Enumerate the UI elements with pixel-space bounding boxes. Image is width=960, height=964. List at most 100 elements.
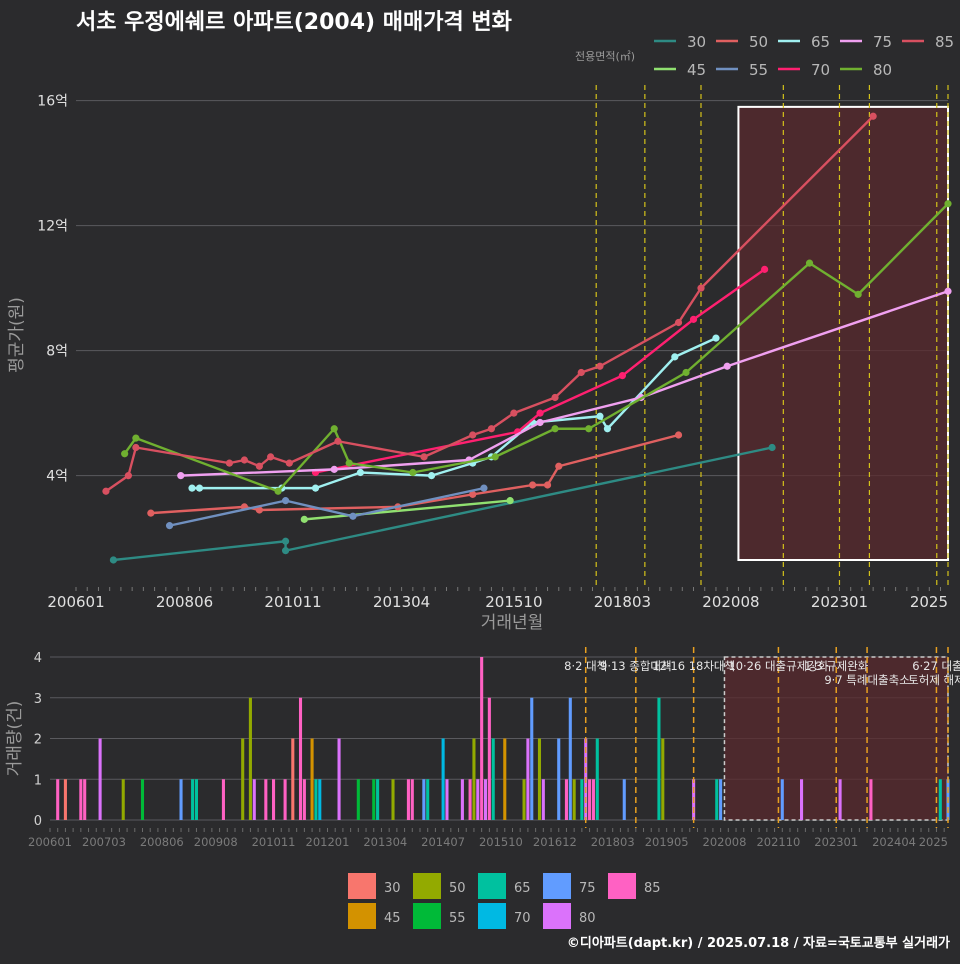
vol-bar-85 bbox=[869, 779, 873, 820]
vol-bar-85 bbox=[591, 779, 595, 820]
vol-bar-75 bbox=[179, 779, 183, 820]
vol-bar-85 bbox=[56, 779, 60, 820]
policy-label: 9·13 종합대책 bbox=[600, 659, 672, 673]
vol-x-tick-label: 201304 bbox=[363, 835, 407, 849]
policy-label: 12·16 18차대책 bbox=[652, 659, 735, 673]
policy-label: 10·26 대출규제강화 bbox=[728, 659, 828, 673]
vol-bar-85 bbox=[298, 697, 303, 820]
vol-bar-50 bbox=[248, 697, 252, 820]
vol-legend-label-55: 55 bbox=[449, 911, 466, 926]
vol-bar-80 bbox=[337, 738, 341, 820]
vol-bar-65 bbox=[376, 779, 380, 820]
vol-x-tick-label: 201011 bbox=[252, 835, 296, 849]
data-point-65 bbox=[427, 472, 436, 480]
legend-label-55: 55 bbox=[749, 61, 768, 79]
vol-bar-75 bbox=[622, 779, 626, 820]
vol-bar-85 bbox=[271, 779, 276, 820]
vol-bar-65 bbox=[657, 697, 661, 820]
vol-bar-30 bbox=[63, 779, 67, 820]
price-line-chart: 4억 8억 12억 16억 200601 200806 201011 201304 201510… bbox=[7, 85, 952, 633]
vol-bar-75 bbox=[719, 779, 723, 820]
vol-y-tick-label: 4 bbox=[34, 651, 42, 666]
series-line-30 bbox=[113, 446, 773, 562]
series-line-70 bbox=[315, 268, 766, 474]
vol-bar-85 bbox=[564, 779, 568, 820]
y-axis-title: 평균가(원) bbox=[7, 297, 27, 373]
vol-legend-label-30: 30 bbox=[384, 881, 401, 896]
x-axis-title: 거래년월 bbox=[481, 613, 544, 633]
vol-x-tick-label: 200908 bbox=[194, 835, 238, 849]
vol-x-tick-label: 202110 bbox=[756, 835, 800, 849]
vol-bar-85 bbox=[283, 779, 287, 820]
data-point-55 bbox=[281, 497, 290, 505]
legend-title: 전용면적(㎡) bbox=[575, 50, 635, 63]
data-point-85 bbox=[334, 437, 342, 445]
data-point-85 bbox=[596, 362, 604, 370]
vol-bar-80 bbox=[476, 779, 480, 820]
x-tick-label: 2025 bbox=[910, 593, 948, 611]
data-point-80 bbox=[682, 368, 690, 377]
legend-label-80: 80 bbox=[873, 61, 892, 79]
vol-bar-65 bbox=[191, 779, 195, 820]
data-point-50 bbox=[543, 481, 552, 489]
x-tick-label: 202301 bbox=[811, 593, 868, 611]
vol-legend-swatch-50 bbox=[413, 873, 441, 899]
data-point-85 bbox=[124, 472, 132, 480]
y-tick-label: 12억 bbox=[37, 219, 68, 235]
vol-bar-50 bbox=[391, 779, 395, 820]
vol-bar-55 bbox=[140, 779, 145, 820]
data-point-80 bbox=[944, 200, 952, 208]
vol-x-tick-label: 202008 bbox=[703, 835, 747, 849]
legend-label-75: 75 bbox=[873, 33, 892, 51]
data-point-65 bbox=[311, 484, 320, 492]
vol-bar-50 bbox=[472, 738, 476, 820]
chart-title: 서초 우정에쉐르 아파트(2004) 매매가격 변화 bbox=[76, 10, 512, 35]
vol-legend-swatch-70 bbox=[478, 903, 506, 929]
data-point-80 bbox=[491, 453, 499, 461]
data-point-85 bbox=[102, 487, 110, 495]
policy-label: 8·2 대책 bbox=[564, 659, 607, 673]
vol-bar-80 bbox=[98, 738, 102, 820]
y-tick-label: 4억 bbox=[46, 469, 68, 485]
vol-legend-label-70: 70 bbox=[514, 911, 531, 926]
vol-bar-85 bbox=[468, 779, 472, 820]
vol-bar-55 bbox=[372, 779, 376, 820]
vol-x-tick-label: 2025 bbox=[919, 835, 948, 849]
vol-y-axis-title: 거래량(건) bbox=[5, 701, 25, 777]
series-line-55 bbox=[169, 486, 485, 527]
data-point-80 bbox=[805, 259, 814, 267]
data-point-75 bbox=[536, 418, 544, 427]
legend-label-85: 85 bbox=[935, 33, 954, 51]
data-point-75 bbox=[723, 362, 731, 370]
vol-x-tick-label: 200806 bbox=[140, 835, 184, 849]
data-point-50 bbox=[147, 509, 155, 517]
data-point-75 bbox=[177, 472, 185, 480]
vol-legend-label-65: 65 bbox=[514, 881, 531, 896]
x-tick-label: 200601 bbox=[47, 593, 104, 611]
vol-bar-45 bbox=[503, 738, 507, 820]
data-point-70 bbox=[761, 265, 769, 273]
vol-bar-65 bbox=[938, 779, 942, 820]
vol-legend-swatch-65 bbox=[478, 873, 506, 899]
vol-bar-65 bbox=[491, 738, 495, 820]
vol-x-tick-label: 201612 bbox=[533, 835, 577, 849]
vol-bar-80 bbox=[541, 779, 545, 820]
vol-x-tick-label: 200601 bbox=[28, 835, 72, 849]
footer-credit: ©디아파트(dapt.kr) / 2025.07.18 / 자료=국토교통부 실… bbox=[567, 935, 950, 951]
vol-bar-30 bbox=[291, 738, 295, 820]
vol-bar-80 bbox=[838, 779, 842, 820]
vol-x-tick-label: 200703 bbox=[82, 835, 126, 849]
data-point-85 bbox=[869, 112, 877, 120]
vol-legend-swatch-45 bbox=[348, 903, 376, 929]
data-point-75 bbox=[330, 465, 338, 473]
vol-legend-label-50: 50 bbox=[449, 881, 466, 896]
data-point-80 bbox=[854, 290, 862, 298]
data-point-80 bbox=[345, 459, 353, 467]
data-point-80 bbox=[121, 450, 129, 458]
data-point-65 bbox=[188, 484, 196, 492]
data-point-85 bbox=[510, 409, 518, 417]
data-point-70 bbox=[618, 372, 627, 380]
